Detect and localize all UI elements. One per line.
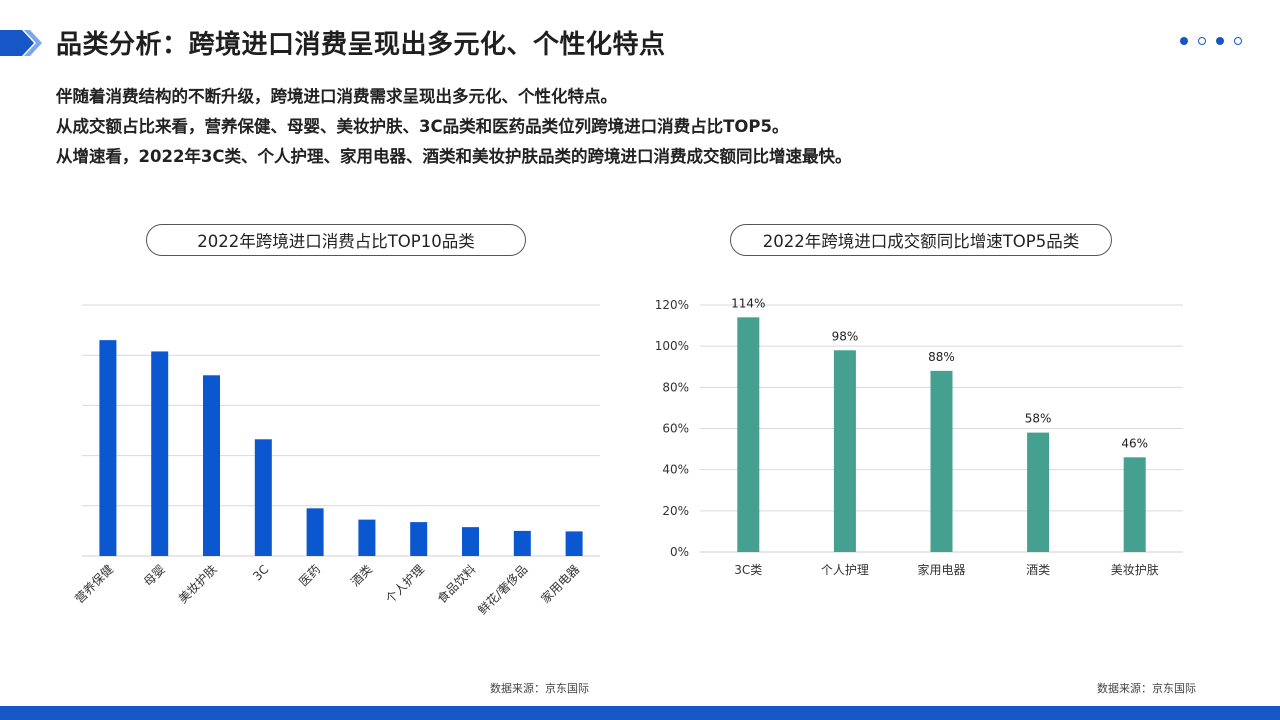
- page-dot-4: [1234, 37, 1242, 45]
- intro-text: 伴随着消费结构的不断升级，跨境进口消费需求呈现出多元化、个性化特点。 从成交额占…: [56, 82, 852, 172]
- bar-食品饮料: [462, 527, 479, 556]
- y-tick-label: 60%: [662, 422, 689, 436]
- x-tick-label: 美妆护肤: [1111, 562, 1159, 577]
- pagination-dots: [1180, 37, 1242, 45]
- intro-line-3: 从增速看，2022年3C类、个人护理、家用电器、酒类和美妆护肤品类的跨境进口消费…: [56, 147, 852, 166]
- bar-酒类: [1027, 432, 1050, 552]
- bar-美妆护肤: [1123, 457, 1146, 552]
- right-chart-source: 数据来源：京东国际: [1097, 682, 1196, 695]
- bar-营养保健: [99, 340, 117, 556]
- data-label: 88%: [928, 350, 955, 364]
- page-dot-3: [1216, 37, 1224, 45]
- y-tick-label: 120%: [655, 298, 689, 312]
- data-label: 46%: [1121, 436, 1148, 450]
- page-title: 品类分析：跨境进口消费呈现出多元化、个性化特点: [56, 30, 666, 60]
- left-chart-title: 2022年跨境进口消费占比TOP10品类: [146, 224, 526, 256]
- bar-个人护理: [833, 350, 856, 552]
- y-tick-label: 80%: [662, 380, 689, 394]
- data-label: 98%: [832, 329, 859, 343]
- intro-line-2: 从成交额占比来看，营养保健、母婴、美妆护肤、3C品类和医药品类位列跨境进口消费占…: [56, 117, 789, 136]
- x-tick-label: 酒类: [1026, 563, 1050, 577]
- bar-鲜花/奢侈品: [513, 530, 531, 556]
- title-chevron-icon: [0, 30, 42, 56]
- x-tick-label: 3C类: [734, 563, 762, 577]
- right-chart-title: 2022年跨境进口成交额同比增速TOP5品类: [730, 224, 1112, 256]
- bar-母婴: [151, 351, 169, 556]
- x-tick-label: 家用电器: [917, 562, 965, 577]
- y-tick-label: 100%: [655, 339, 689, 353]
- bar-个人护理: [410, 522, 428, 556]
- bar-3C类: [737, 317, 760, 552]
- bar-美妆护肤: [203, 375, 220, 556]
- bar-3C: [254, 439, 272, 556]
- x-tick-label: 个人护理: [821, 563, 869, 577]
- bar-家用电器: [565, 531, 583, 556]
- left-chart-source: 数据来源：京东国际: [490, 682, 589, 695]
- data-label: 114%: [731, 296, 765, 310]
- page-dot-2: [1198, 37, 1206, 45]
- y-tick-label: 0%: [670, 545, 689, 559]
- y-tick-label: 40%: [662, 463, 689, 477]
- data-label: 58%: [1025, 412, 1052, 426]
- intro-line-1: 伴随着消费结构的不断升级，跨境进口消费需求呈现出多元化、个性化特点。: [56, 87, 617, 106]
- page-dot-1: [1180, 37, 1188, 45]
- y-tick-label: 20%: [662, 504, 689, 518]
- footer-bar: [0, 706, 1280, 720]
- bar-酒类: [358, 519, 376, 556]
- bar-医药: [306, 508, 324, 556]
- bar-家用电器: [930, 370, 953, 552]
